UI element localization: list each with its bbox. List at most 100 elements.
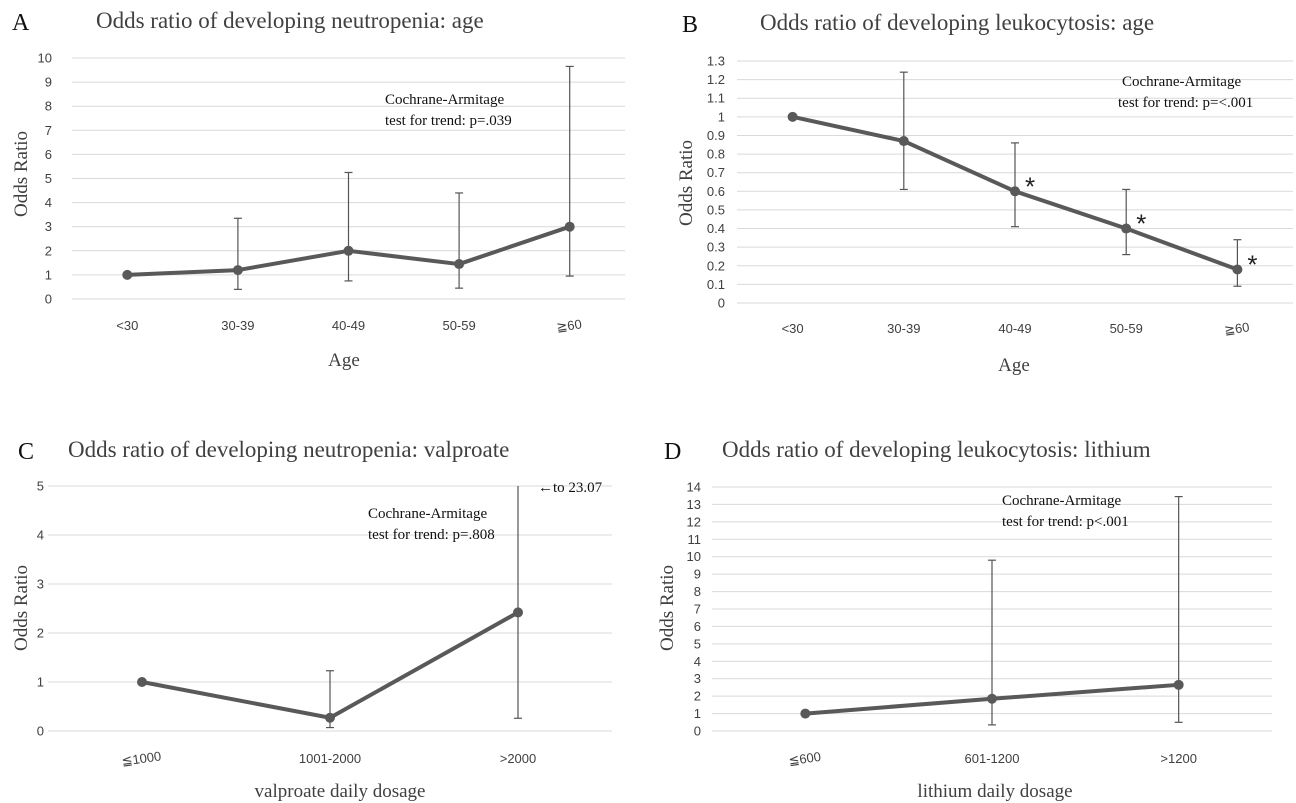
y-tick-label: 10 <box>38 51 52 66</box>
x-tick-label: 601-1200 <box>965 751 1020 766</box>
truncated-error-bar-note: ←to 23.07 <box>538 480 603 496</box>
x-axis-label: Age <box>328 350 360 371</box>
y-tick-label: 7 <box>45 123 52 138</box>
y-tick-label: 8 <box>694 584 701 599</box>
y-tick-label: 0.1 <box>707 277 725 292</box>
x-tick-label: ≦1000 <box>121 748 163 768</box>
x-tick-label: 50-59 <box>1110 321 1143 336</box>
y-tick-label: 0 <box>694 724 701 739</box>
y-tick-label: 1 <box>694 706 701 721</box>
panel-b-leukocytosis-age: B Odds ratio of developing leukocytosis:… <box>676 10 1293 376</box>
y-tick-label: 4 <box>694 654 701 669</box>
y-tick-label: 0.2 <box>707 258 725 273</box>
y-axis-label: Odds Ratio <box>676 140 697 226</box>
x-tick-label: ≧60 <box>555 316 582 334</box>
data-point <box>800 708 811 719</box>
y-tick-label: 11 <box>688 532 702 547</box>
trend-test-annotation-line1: Cochrane-Armitage <box>385 92 504 108</box>
chart-title: Odds ratio of developing neutropenia: ag… <box>96 8 484 33</box>
significance-marker: * <box>1025 171 1035 201</box>
data-point <box>232 265 243 276</box>
x-tick-label: 40-49 <box>332 318 365 333</box>
y-tick-label: 8 <box>45 99 52 114</box>
y-tick-label: 9 <box>694 567 701 582</box>
x-axis-label: lithium daily dosage <box>917 781 1072 802</box>
chart-title: Odds ratio of developing leukocytosis: l… <box>722 437 1151 462</box>
data-point <box>987 693 997 704</box>
y-tick-label: 1.3 <box>707 54 725 69</box>
y-tick-label: 0.9 <box>707 128 725 143</box>
data-point <box>1010 186 1020 197</box>
y-tick-label: 0 <box>45 292 52 307</box>
y-axis-label: Odds Ratio <box>657 565 678 651</box>
y-tick-label: 5 <box>694 636 701 651</box>
trend-test-annotation-line1: Cochrane-Armitage <box>1122 74 1241 90</box>
x-tick-label: <30 <box>782 321 804 336</box>
data-point <box>1173 679 1184 690</box>
y-tick-label: 0.3 <box>707 240 725 255</box>
y-tick-label: 3 <box>45 219 52 234</box>
y-tick-label: 2 <box>694 689 701 704</box>
y-tick-label: 0.7 <box>707 165 725 180</box>
y-tick-label: 1 <box>37 675 44 690</box>
y-tick-label: 4 <box>37 528 44 543</box>
y-tick-label: 1.2 <box>707 72 725 87</box>
panel-c-neutropenia-valproate: C Odds ratio of developing neutropenia: … <box>11 437 612 802</box>
data-point <box>513 607 523 618</box>
x-axis-label: valproate daily dosage <box>255 781 426 802</box>
y-tick-label: 13 <box>687 497 701 512</box>
x-tick-label: ≦600 <box>788 749 822 768</box>
x-tick-label: 30-39 <box>221 318 254 333</box>
data-point <box>564 221 575 232</box>
x-tick-label: ≧60 <box>1223 319 1250 337</box>
y-tick-label: 14 <box>687 480 701 495</box>
panel-letter-c: C <box>18 439 34 465</box>
x-tick-label: >1200 <box>1160 751 1197 766</box>
y-axis-label: Odds Ratio <box>11 131 32 217</box>
y-tick-label: 7 <box>694 602 701 617</box>
data-point <box>1232 264 1243 275</box>
panel-letter-a: A <box>12 10 30 36</box>
y-tick-label: 0.8 <box>707 147 725 162</box>
x-tick-label: >2000 <box>500 751 537 766</box>
chart-title: Odds ratio of developing leukocytosis: a… <box>760 10 1154 35</box>
x-tick-label: 40-49 <box>998 321 1031 336</box>
y-tick-label: 1 <box>718 109 725 124</box>
trend-test-annotation-line1: Cochrane-Armitage <box>368 506 487 522</box>
y-tick-label: 4 <box>45 195 52 210</box>
trend-test-annotation-line1: Cochrane-Armitage <box>1002 493 1121 509</box>
x-tick-label: <30 <box>116 318 138 333</box>
y-tick-label: 0.6 <box>707 184 725 199</box>
data-point <box>122 269 133 280</box>
trend-test-annotation-line2: test for trend: p=<.001 <box>1118 95 1253 111</box>
data-point <box>787 111 798 122</box>
data-point <box>1121 223 1132 234</box>
data-point <box>898 136 909 147</box>
trend-test-annotation-line2: test for trend: p=.039 <box>385 113 512 129</box>
y-axis-label: Odds Ratio <box>11 565 32 651</box>
y-tick-label: 0.4 <box>707 221 725 236</box>
y-tick-label: 2 <box>45 243 52 258</box>
y-tick-label: 6 <box>45 147 52 162</box>
y-tick-label: 0.5 <box>707 202 725 217</box>
y-tick-label: 12 <box>687 514 701 529</box>
x-tick-label: 30-39 <box>887 321 920 336</box>
y-tick-label: 1 <box>45 267 52 282</box>
significance-marker: * <box>1247 249 1257 279</box>
y-tick-label: 2 <box>37 626 44 641</box>
x-axis-label: Age <box>998 355 1030 376</box>
data-point <box>343 245 354 256</box>
x-tick-label: 50-59 <box>442 318 475 333</box>
y-tick-label: 9 <box>45 75 52 90</box>
panel-d-leukocytosis-lithium: D Odds ratio of developing leukocytosis:… <box>657 437 1272 802</box>
y-tick-label: 1.1 <box>707 91 725 106</box>
panel-letter-b: B <box>682 12 698 38</box>
panel-a-neutropenia-age: A Odds ratio of developing neutropenia: … <box>11 8 625 371</box>
data-point <box>325 712 335 723</box>
data-point <box>137 677 147 687</box>
panel-letter-d: D <box>664 439 681 465</box>
y-tick-label: 0 <box>718 296 725 311</box>
y-tick-label: 5 <box>37 479 44 494</box>
data-point <box>454 259 465 270</box>
